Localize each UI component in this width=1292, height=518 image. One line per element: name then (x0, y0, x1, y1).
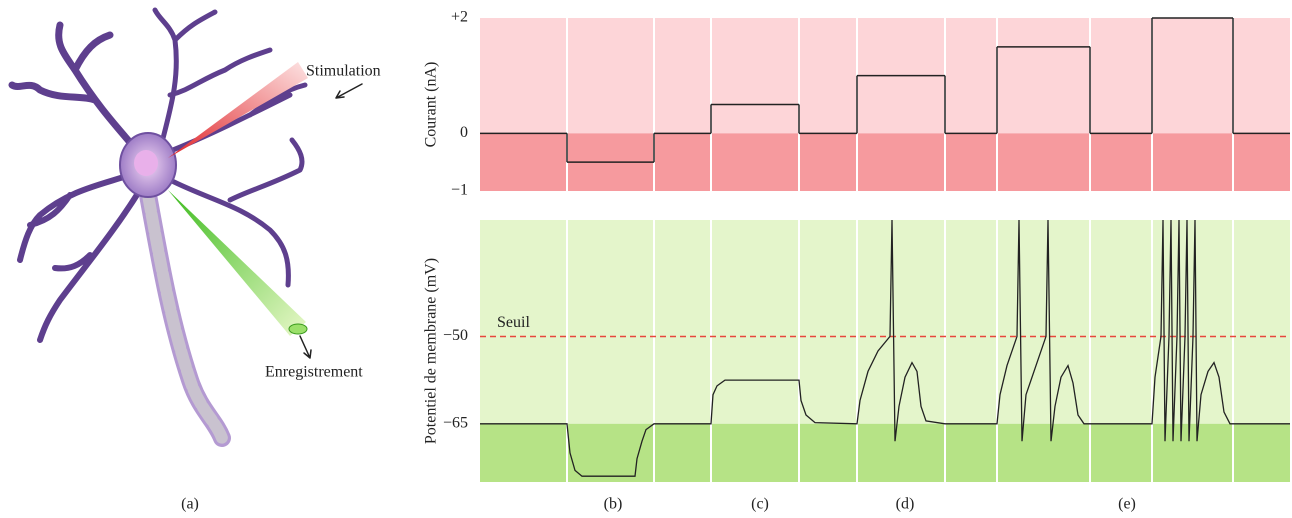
y-tick-label: −1 (451, 182, 468, 199)
neuron-illustration (8, 7, 363, 447)
panel-label: (b) (604, 496, 623, 513)
y-tick-label: −65 (443, 414, 468, 431)
panel-label: (a) (181, 496, 199, 513)
stimulation-electrode (168, 62, 308, 158)
recording-electrode (168, 190, 306, 336)
nucleus (134, 150, 158, 176)
stimulation-label: Stimulation (306, 63, 381, 80)
panel-label: (d) (896, 496, 915, 513)
myelin (142, 189, 228, 444)
panel-background (480, 220, 1290, 424)
panel-background (480, 423, 1290, 482)
dendrites (8, 7, 308, 343)
electrode-tip (288, 323, 308, 335)
recording-label: Enregistrement (265, 364, 363, 381)
y-tick-label: +2 (451, 9, 468, 26)
membrane-trace (480, 219, 1290, 477)
panel-label: (c) (751, 496, 769, 513)
arrow (335, 83, 363, 99)
y-tick-label: −50 (443, 327, 468, 344)
arrow (299, 335, 312, 359)
threshold-label: Seuil (497, 314, 530, 331)
panel-label: (e) (1118, 496, 1136, 513)
y-axis-label: Courant (nA) (423, 62, 440, 148)
y-axis-label: Potentiel de membrane (mV) (423, 258, 440, 444)
y-tick-label: 0 (460, 124, 468, 141)
